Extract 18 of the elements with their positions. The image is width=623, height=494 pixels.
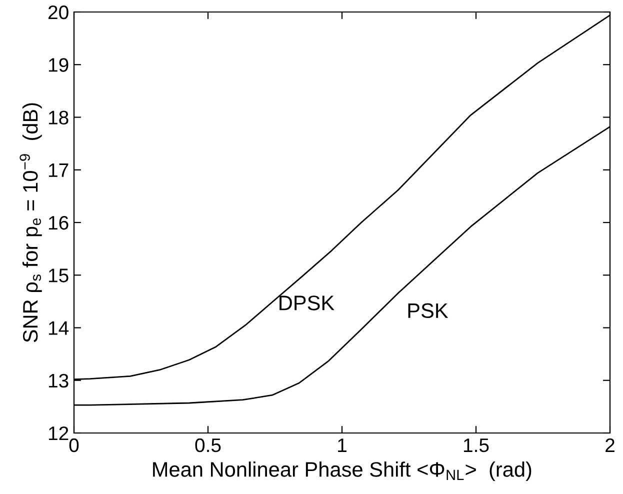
x-tick-label: 2 bbox=[606, 438, 614, 452]
y-tick-label: 14 bbox=[48, 321, 69, 335]
y-tick-label: 16 bbox=[48, 216, 68, 230]
x-tick-label: 1 bbox=[338, 438, 346, 452]
y-tick-label: 19 bbox=[48, 58, 68, 72]
y-tick-label: 17 bbox=[48, 164, 68, 177]
y-tick-label: 20 bbox=[48, 5, 68, 20]
x-tick-label: 0.5 bbox=[195, 438, 221, 452]
y-tick-label: 18 bbox=[48, 110, 68, 124]
x-tick-label: 0 bbox=[69, 438, 79, 452]
y-tick-label: 15 bbox=[48, 268, 68, 282]
y-axis-title: SNR ρ$_{s}$ for p$_{e}$ = 10$^{−9}$ (dB) bbox=[20, 103, 42, 342]
x-tick-label: 1.5 bbox=[464, 438, 489, 452]
series-label: DPSK bbox=[280, 296, 334, 310]
y-tick-label: 12 bbox=[48, 426, 68, 440]
series-label: PSK bbox=[408, 303, 448, 318]
x-axis-title: Mean Nonlinear Phase Shift <Φ$_{NL}$> (rad) bbox=[153, 462, 532, 481]
y-tick-label: 13 bbox=[48, 374, 68, 388]
